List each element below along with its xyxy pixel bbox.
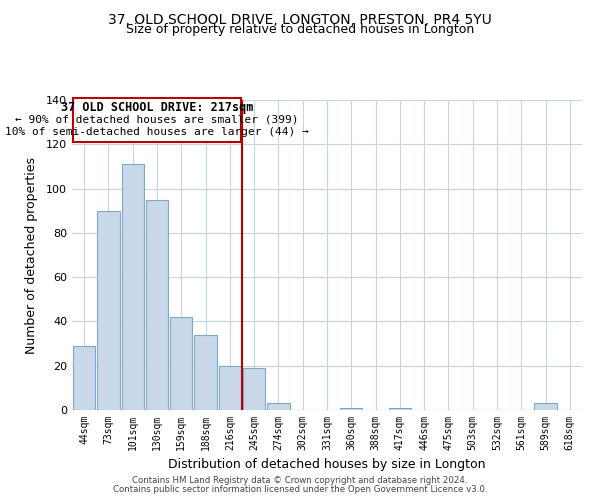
Text: Size of property relative to detached houses in Longton: Size of property relative to detached ho… (126, 22, 474, 36)
Bar (73, 98, 241, 142)
Bar (194, 334, 217, 410)
X-axis label: Distribution of detached houses by size in Longton: Distribution of detached houses by size … (168, 458, 486, 471)
Text: Contains public sector information licensed under the Open Government Licence v3: Contains public sector information licen… (113, 484, 487, 494)
Bar (170, 317, 193, 410)
Y-axis label: Number of detached properties: Number of detached properties (25, 156, 38, 354)
Bar (340, 408, 362, 410)
Bar (73, 346, 95, 410)
Bar (146, 200, 168, 410)
Text: 37 OLD SCHOOL DRIVE: 217sqm: 37 OLD SCHOOL DRIVE: 217sqm (61, 101, 253, 114)
Bar (389, 408, 411, 410)
Bar (535, 404, 557, 410)
Text: 37, OLD SCHOOL DRIVE, LONGTON, PRESTON, PR4 5YU: 37, OLD SCHOOL DRIVE, LONGTON, PRESTON, … (108, 12, 492, 26)
Text: Contains HM Land Registry data © Crown copyright and database right 2024.: Contains HM Land Registry data © Crown c… (132, 476, 468, 485)
Bar (97, 210, 119, 410)
Text: ← 90% of detached houses are smaller (399): ← 90% of detached houses are smaller (39… (15, 115, 299, 125)
Bar (122, 164, 144, 410)
Bar (243, 368, 265, 410)
Bar (218, 366, 241, 410)
Text: 10% of semi-detached houses are larger (44) →: 10% of semi-detached houses are larger (… (5, 128, 309, 138)
Bar (267, 404, 290, 410)
